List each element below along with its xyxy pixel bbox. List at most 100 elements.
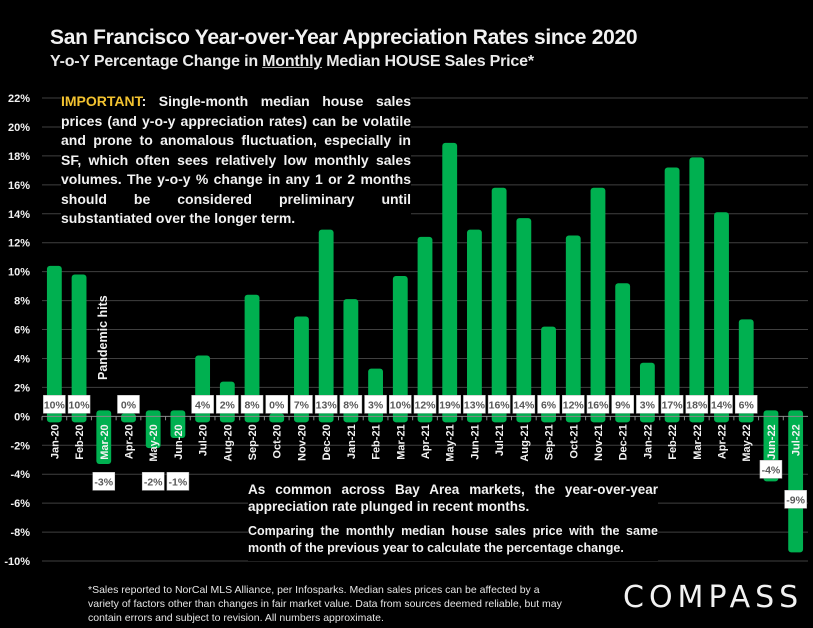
y-tick-label: 22%: [8, 93, 30, 105]
data-label: 18%: [686, 399, 708, 411]
data-label: 8%: [343, 399, 359, 411]
y-tick-label: -6%: [10, 498, 30, 510]
bar: [170, 410, 186, 439]
bar: [318, 229, 334, 423]
data-label: 16%: [489, 399, 511, 411]
x-tick-label: Mar-22: [692, 424, 704, 459]
bar: [46, 265, 62, 423]
x-tick-label: Mar-20: [99, 424, 111, 459]
x-tick-label: May-20: [148, 424, 160, 461]
bar: [145, 410, 161, 449]
y-tick-label: -4%: [10, 469, 30, 481]
data-label-box: [586, 395, 610, 414]
y-tick-label: 20%: [8, 122, 30, 134]
data-labels: 10% 10%-3%0%-2% -1%4% 2% 8% 0% 7% 13% 8% 3% 10% 12%…: [43, 395, 807, 509]
bar: [442, 142, 458, 423]
important-label: IMPORTANT: [61, 93, 142, 109]
x-tick-label: Nov-20: [296, 424, 308, 461]
y-tick-label: 8%: [14, 296, 30, 308]
x-axis-labels: Jan-20 Feb-20 Mar-20 Apr-20 May-20 Jun-20 Jul-…: [49, 424, 802, 461]
data-label-box: [364, 395, 387, 414]
y-tick-label: -2%: [10, 440, 30, 452]
data-label: -9%: [786, 494, 805, 506]
x-tick-label: Aug-20: [222, 424, 234, 461]
data-label-box: [438, 395, 461, 414]
x-tick-label: Jun-22: [766, 424, 778, 459]
important-text: : Single-month median house sales prices…: [61, 93, 411, 226]
data-label-box: [67, 395, 91, 414]
x-tick-label: Jan-22: [642, 424, 654, 459]
bar: [244, 294, 260, 423]
data-label: 14%: [711, 399, 733, 411]
x-tick-label: Nov-21: [593, 424, 605, 461]
data-label: 10%: [390, 399, 412, 411]
data-label: 2%: [220, 399, 236, 411]
bar: [615, 283, 631, 423]
compass-logo: COMPASS: [623, 580, 804, 615]
bar: [788, 410, 804, 553]
x-tick-label: Feb-20: [74, 424, 86, 459]
y-axis-ticks: 22% 20% 18% 16% 14% 12% 10% 8% 6% 4% 2% 0% -2% -4% -6%…: [4, 93, 30, 568]
data-label: 17%: [662, 399, 684, 411]
subtitle-suffix: Median HOUSE Sales Price*: [322, 53, 534, 70]
data-label-box: [636, 395, 659, 414]
bar: [96, 410, 112, 465]
data-label: 9%: [615, 399, 631, 411]
y-tick-label: -10%: [4, 556, 30, 568]
data-label-box: [166, 472, 190, 491]
y-tick-label: 2%: [14, 382, 30, 394]
data-label-box: [562, 395, 585, 414]
recent-note: As common across Bay Area markets, the y…: [248, 477, 658, 561]
chart-subtitle: Y-o-Y Percentage Change in Monthly Media…: [50, 53, 534, 71]
data-label-box: [413, 395, 437, 414]
data-label-box: [314, 395, 338, 414]
data-label: 12%: [563, 399, 585, 411]
x-tick-label: Dec-21: [618, 424, 630, 460]
data-label-box: [710, 395, 733, 414]
data-label-box: [512, 395, 536, 414]
y-tick-label: 4%: [14, 353, 30, 365]
bars: [46, 142, 804, 553]
data-label-box: [216, 395, 239, 414]
x-tick-label: Apr-20: [123, 424, 135, 459]
data-label: 3%: [368, 399, 384, 411]
gridlines: [42, 97, 808, 562]
data-label: 4%: [195, 399, 211, 411]
data-label-box: [685, 395, 709, 414]
x-tick-label: Apr-22: [717, 424, 729, 459]
bar: [491, 187, 507, 423]
data-label-box: [734, 395, 758, 414]
x-tick-label: Oct-20: [272, 424, 284, 458]
data-label: 6%: [739, 399, 755, 411]
x-tick-label: Jul-20: [198, 424, 210, 456]
x-tick-label: Aug-21: [519, 424, 531, 461]
bar: [689, 157, 705, 423]
data-label-box: [339, 395, 363, 414]
data-label: 10%: [69, 399, 91, 411]
data-label-box: [117, 395, 140, 414]
x-tick-label: Jun-21: [469, 424, 481, 459]
data-label-box: [43, 395, 66, 414]
y-tick-label: 12%: [8, 238, 30, 250]
bar: [664, 167, 680, 423]
data-label: 14%: [513, 399, 535, 411]
bar: [343, 299, 359, 423]
data-label-box: [611, 395, 634, 414]
y-tick-label: -8%: [10, 527, 30, 539]
x-tick-label: Jul-21: [494, 424, 506, 456]
data-label-box: [265, 395, 288, 414]
x-tick-label: Feb-21: [371, 424, 383, 459]
data-label: -4%: [762, 464, 781, 476]
x-tick-label: Sep-21: [544, 424, 556, 460]
data-label-box: [389, 395, 412, 414]
data-label: 13%: [464, 399, 486, 411]
recent-text: As common across Bay Area markets, the y…: [248, 482, 658, 514]
bar: [590, 187, 606, 423]
data-label-box: [537, 395, 560, 414]
x-tick-label: Feb-22: [667, 424, 679, 459]
data-label: -2%: [144, 476, 163, 488]
bar: [565, 235, 581, 423]
subtitle-underlined: Monthly: [262, 53, 323, 70]
method-text: Comparing the monthly median house sales…: [248, 524, 658, 555]
